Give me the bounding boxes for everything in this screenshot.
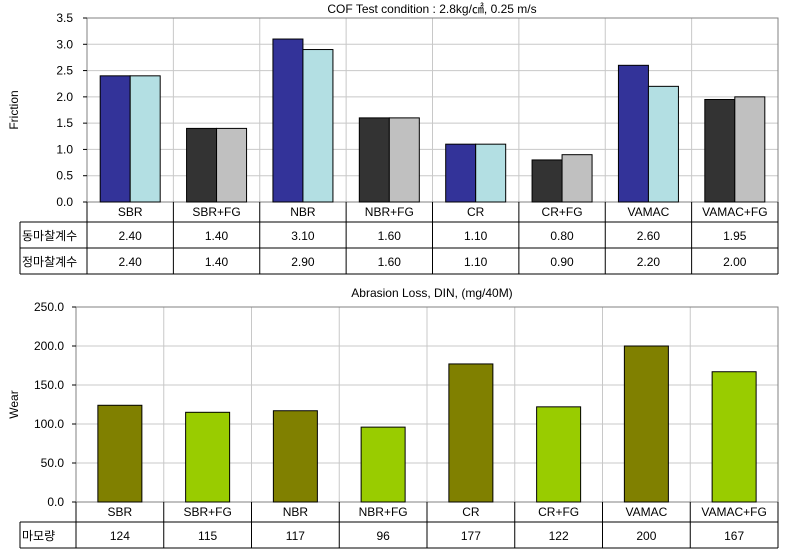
data-label: 2.90 <box>291 255 315 269</box>
category-label: VAMAC <box>628 205 670 219</box>
data-label: 115 <box>198 529 217 543</box>
data-label: 0.90 <box>550 255 574 269</box>
data-label: 117 <box>286 529 305 543</box>
bar-kinetic-sbr <box>99 75 131 203</box>
category-label: CR+FG <box>542 205 583 219</box>
bar-wear-sbr <box>97 404 143 503</box>
data-label: 2.00 <box>723 255 747 269</box>
category-label: VAMAC <box>625 505 667 519</box>
y-tick-label: 250.0 <box>34 300 64 314</box>
bar-static-vamac-fg <box>734 96 766 203</box>
y-axis-label: Wear <box>7 390 21 418</box>
category-label: NBR+FG <box>359 505 408 519</box>
category-label: SBR+FG <box>183 505 231 519</box>
bar-wear-cr-fg <box>536 406 582 503</box>
bar-kinetic-vamac-fg <box>704 98 736 203</box>
bar-kinetic-vamac <box>617 64 649 203</box>
y-axis-label: Friction <box>7 90 21 129</box>
y-tick-label: 1.0 <box>56 142 73 156</box>
bar-wear-cr <box>448 363 494 503</box>
category-label: NBR <box>283 505 309 519</box>
bar-kinetic-cr-fg <box>531 159 563 203</box>
category-label: NBR+FG <box>365 205 414 219</box>
data-label: 200 <box>636 529 656 543</box>
data-label: 1.10 <box>464 255 488 269</box>
data-label: 124 <box>110 529 130 543</box>
chart-title: Abrasion Loss, DIN, (mg/40M) <box>351 286 512 300</box>
legend-label: 마모량 <box>22 529 55 543</box>
category-label: SBR <box>118 205 143 219</box>
bar-static-cr <box>475 143 507 203</box>
data-label: 2.60 <box>637 229 661 243</box>
data-label: 177 <box>461 529 481 543</box>
bar-static-nbr <box>302 49 334 203</box>
data-label: 1.40 <box>205 229 229 243</box>
data-label: 122 <box>549 529 569 543</box>
data-label: 1.60 <box>378 255 402 269</box>
data-label: 3.10 <box>291 229 315 243</box>
y-tick-label: 0.0 <box>56 195 73 209</box>
y-tick-label: 200.0 <box>34 339 64 353</box>
data-label: 167 <box>724 529 744 543</box>
y-tick-label: 150.0 <box>34 378 64 392</box>
y-tick-label: 2.0 <box>56 90 73 104</box>
bar-wear-nbr <box>272 410 318 503</box>
y-tick-label: 0.0 <box>47 495 64 509</box>
y-tick-label: 3.5 <box>56 11 73 25</box>
legend-label: 동마찰계수 <box>22 229 77 243</box>
bar-static-sbr <box>129 75 161 203</box>
bar-static-cr-fg <box>561 154 593 203</box>
y-tick-label: 0.5 <box>56 169 73 183</box>
bar-static-nbr-fg <box>388 117 420 203</box>
bar-wear-vamac <box>623 345 669 503</box>
data-label: 2.20 <box>637 255 661 269</box>
data-label: 1.40 <box>205 255 229 269</box>
bar-static-sbr-fg <box>216 127 248 203</box>
bar-wear-vamac-fg <box>711 371 757 503</box>
bar-wear-nbr-fg <box>360 426 406 503</box>
category-label: VAMAC+FG <box>701 505 766 519</box>
y-tick-label: 3.0 <box>56 37 73 51</box>
category-label: CR <box>462 505 480 519</box>
bar-kinetic-nbr-fg <box>358 117 390 203</box>
y-tick-label: 2.5 <box>56 64 73 78</box>
y-tick-label: 100.0 <box>34 417 64 431</box>
category-label: NBR <box>290 205 316 219</box>
legend-label: 정마찰계수 <box>22 255 77 269</box>
data-label: 1.10 <box>464 229 488 243</box>
data-label: 2.40 <box>119 255 143 269</box>
data-label: 2.40 <box>119 229 143 243</box>
category-label: VAMAC+FG <box>702 205 767 219</box>
chart-title: COF Test condition : 2.8kg/㎠, 0.25 m/s <box>327 2 536 16</box>
data-label: 1.95 <box>723 229 747 243</box>
category-label: SBR <box>108 505 133 519</box>
bar-kinetic-nbr <box>272 38 304 203</box>
category-label: CR+FG <box>538 505 579 519</box>
y-tick-label: 50.0 <box>41 456 65 470</box>
bar-kinetic-cr <box>445 143 477 203</box>
data-label: 0.80 <box>550 229 574 243</box>
category-label: CR <box>467 205 485 219</box>
y-tick-label: 1.5 <box>56 116 73 130</box>
bar-wear-sbr-fg <box>185 411 231 503</box>
category-label: SBR+FG <box>192 205 240 219</box>
data-label: 1.60 <box>378 229 402 243</box>
bar-kinetic-sbr-fg <box>186 127 218 203</box>
bar-static-vamac <box>647 85 679 203</box>
data-label: 96 <box>376 529 390 543</box>
